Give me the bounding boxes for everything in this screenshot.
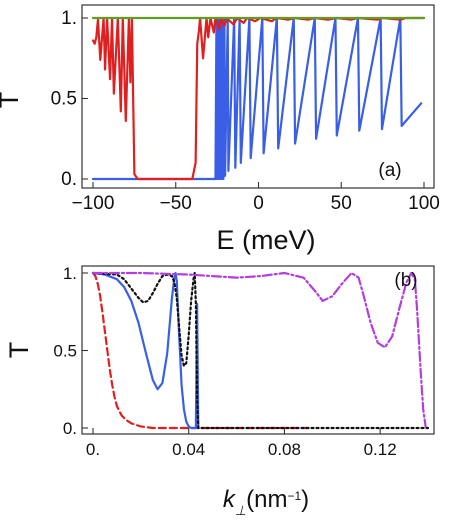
panel-a-y-tick-label: 0.5 bbox=[51, 89, 77, 110]
panel-b-frame bbox=[81, 265, 435, 435]
panel-b-series-4-line bbox=[91, 271, 427, 428]
panel-a-series-2-line bbox=[91, 16, 426, 181]
panel-a-x-tick-label: 0 bbox=[253, 193, 264, 214]
panel-a-x-tick-label: −50 bbox=[160, 193, 192, 214]
panel-b-label: (b) bbox=[394, 270, 417, 291]
panel-b-series-1-line bbox=[91, 271, 310, 430]
panel-b-x-axis-label-unit: (nm bbox=[246, 486, 287, 513]
panel-a: −100 −50 0 50 100 0. 0.5 1. (a) E (meV) T bbox=[0, 4, 440, 255]
panel-b-y-tick-label: 0.5 bbox=[53, 342, 77, 361]
panel-b-data bbox=[91, 271, 430, 430]
panel-b-x-tick-label: 0. bbox=[86, 440, 100, 459]
panel-b-y-axis-label: T bbox=[4, 342, 34, 359]
panel-b: 0. 0.04 0.08 0.12 0. 0.5 1. (b) k⊥(nm−1) T bbox=[4, 264, 435, 518]
panel-a-x-tick-label: 50 bbox=[331, 193, 352, 214]
panel-b-x-tick-label: 0.04 bbox=[172, 440, 205, 459]
panel-a-y-tick-label: 0. bbox=[61, 169, 77, 190]
panel-b-y-tick-label: 0. bbox=[63, 419, 77, 438]
panel-a-data bbox=[91, 16, 426, 181]
panel-b-series-2-line bbox=[91, 271, 200, 430]
panel-b-x-axis-label: k⊥(nm−1) bbox=[223, 486, 309, 518]
panel-b-series-3-line bbox=[91, 271, 430, 430]
panel-a-label: (a) bbox=[378, 160, 401, 181]
panel-a-x-axis-label: E (meV) bbox=[216, 225, 315, 255]
panel-a-y-tick-label: 1. bbox=[61, 8, 77, 29]
panel-b-x-tick-label: 0.08 bbox=[268, 440, 301, 459]
panel-b-x-axis-label-k: k bbox=[223, 486, 237, 513]
panel-b-x-axis-label-exponent: −1 bbox=[287, 489, 301, 503]
panel-a-x-tick-label: −100 bbox=[72, 193, 115, 214]
panel-b-x-axis-label-close: ) bbox=[301, 486, 309, 513]
panel-a-y-axis-label: T bbox=[0, 92, 24, 109]
panel-a-x-tick-label: 100 bbox=[408, 193, 440, 214]
panel-a-y-ticks: 0. 0.5 1. bbox=[51, 8, 88, 190]
panel-a-series-1-line bbox=[91, 16, 423, 181]
panel-b-x-tick-label: 0.12 bbox=[364, 440, 397, 459]
panel-b-y-ticks: 0. 0.5 1. bbox=[53, 264, 88, 438]
panel-b-y-tick-label: 1. bbox=[63, 264, 77, 283]
panel-a-x-ticks: −100 −50 0 50 100 bbox=[72, 182, 440, 214]
panel-b-x-ticks: 0. 0.04 0.08 0.12 bbox=[86, 428, 397, 459]
panel-b-x-axis-label-sub: ⊥ bbox=[235, 503, 246, 518]
